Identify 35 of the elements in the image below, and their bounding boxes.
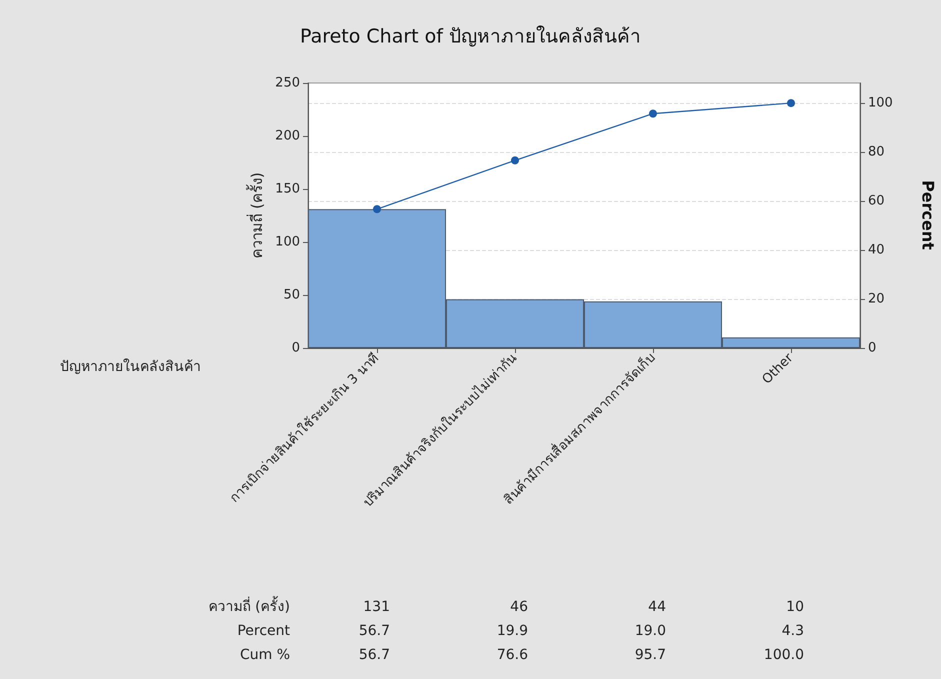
text: 19.9 [496, 623, 528, 639]
data-label: 44 [648, 599, 666, 615]
y-tick-label: 250 [275, 76, 300, 90]
y-tick-label: 50 [283, 288, 300, 302]
y-tick-label: 100 [275, 234, 300, 250]
point [649, 110, 657, 118]
text: Cum % [240, 647, 290, 663]
y-tick-label: 200 [275, 128, 300, 144]
data-label: 56.7 [358, 647, 390, 663]
y2-tick-label: 60 [868, 194, 885, 209]
y2-tick-label: 0 [868, 340, 876, 356]
point [373, 205, 381, 214]
data-label: 46 [510, 599, 528, 615]
data-label: 10 [786, 599, 804, 615]
text: 4.3 [782, 623, 804, 639]
text: 19.0 [634, 623, 666, 639]
data-label: 76.6 [496, 647, 528, 663]
data-label: 95.7 [634, 647, 666, 663]
y2-tick-label: 20 [868, 292, 885, 307]
point [787, 99, 795, 108]
data-label: 131 [363, 599, 390, 615]
y2-tick-label: 40 [868, 242, 885, 258]
text: 56.7 [358, 623, 390, 639]
y-tick-label: 150 [275, 182, 300, 196]
x-axis-title: ปัญหาภายในคลังสินค้า [60, 358, 201, 375]
y2-tick-label: 80 [868, 144, 885, 160]
chart-title: Pareto Chart of ปัญหาภายในคลังสินค้า [300, 26, 642, 48]
data-label: 100.0 [764, 647, 804, 663]
text: ความถี่ (ครั้ง) [208, 596, 290, 615]
y2-axis-title: Percent [918, 180, 938, 250]
text: Percent [237, 623, 290, 639]
y-tick-label: 0 [292, 340, 300, 356]
y-axis-title: ความถี่ (ครั้ง) [246, 172, 266, 259]
y2-tick-label: 100 [868, 96, 893, 111]
point [511, 156, 519, 164]
